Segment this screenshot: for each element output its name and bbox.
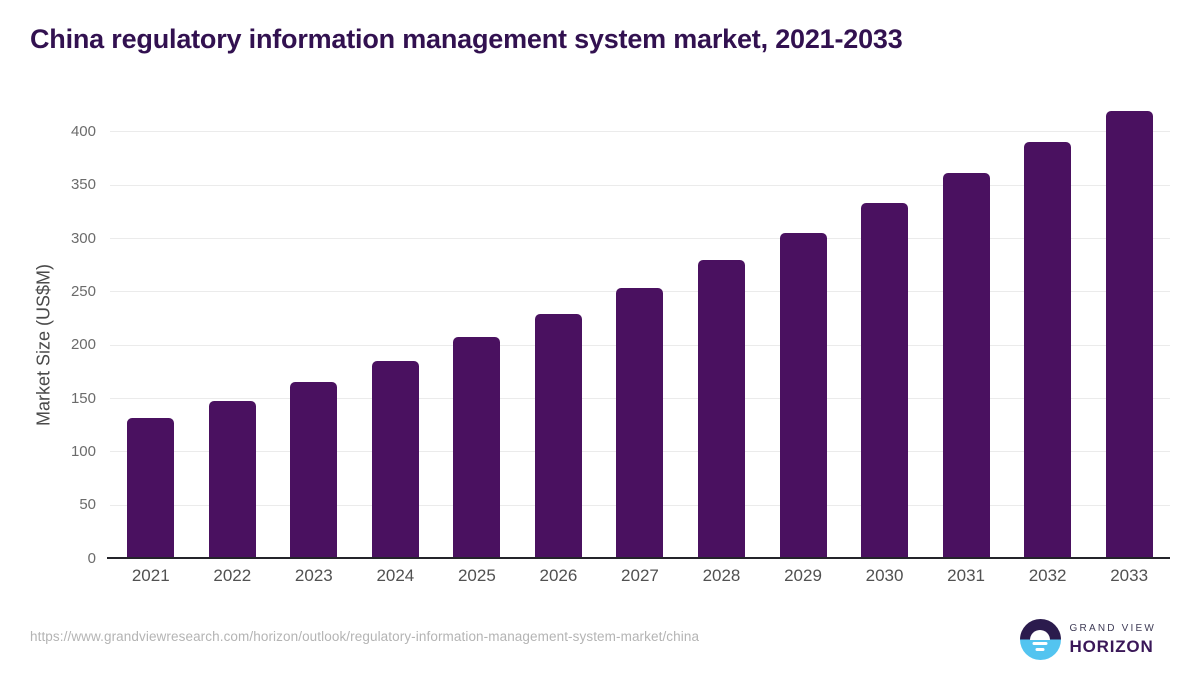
x-tick-label-2032: 2032 — [1028, 566, 1067, 585]
gridline — [110, 238, 1170, 239]
bar-2024 — [371, 360, 419, 558]
bar-2027 — [616, 288, 664, 558]
bar-slot-2030 — [844, 105, 926, 558]
bar-slot-2033 — [1088, 105, 1170, 558]
x-tick-label-2030: 2030 — [865, 566, 904, 585]
bar-slot-2026 — [518, 105, 600, 558]
x-tick-label-2029: 2029 — [784, 566, 822, 585]
bar-slot-2025 — [436, 105, 518, 558]
y-tick-label: 250 — [70, 282, 96, 300]
bar-slot-2022 — [192, 105, 274, 558]
bar-slot-2029 — [762, 105, 844, 558]
x-tick-label-2021: 2021 — [131, 566, 170, 585]
horizon-sun-circle-icon — [1019, 619, 1061, 660]
plot-area — [107, 105, 1170, 559]
logo-line-horizon: HORIZON — [1069, 637, 1154, 656]
bar-2033 — [1105, 111, 1153, 558]
x-tick-label-2028: 2028 — [702, 566, 741, 585]
logo-line-grand-view: GRAND VIEW — [1069, 623, 1156, 634]
x-tick-label-2025: 2025 — [457, 566, 496, 585]
y-tick-label: 200 — [70, 336, 96, 354]
x-tick-label-2023: 2023 — [294, 566, 333, 585]
bar-2022 — [208, 401, 256, 558]
bar-2023 — [290, 382, 338, 558]
gridline — [110, 131, 1170, 133]
bar-slot-2032 — [1007, 105, 1089, 558]
y-tick-label: 350 — [70, 176, 96, 194]
bar-slot-2031 — [925, 105, 1007, 558]
x-tick-label-2022: 2022 — [213, 566, 252, 585]
y-tick-label: 50 — [79, 496, 96, 514]
x-axis-line — [107, 557, 1170, 559]
sun-reflection-line — [1035, 647, 1045, 651]
bar-2021 — [127, 418, 175, 558]
y-tick-label: 400 — [70, 122, 96, 140]
bar-slot-2024 — [355, 105, 437, 558]
brand-logo: GRAND VIEW HORIZON — [1019, 619, 1156, 660]
y-tick-label: 150 — [70, 389, 96, 407]
y-tick-label: 100 — [70, 442, 96, 460]
y-tick-label: 0 — [87, 549, 96, 567]
y-tick-label: 300 — [70, 229, 96, 247]
sun-glyph — [1030, 629, 1051, 640]
bar-2030 — [861, 202, 909, 558]
x-tick-label-2033: 2033 — [1110, 566, 1149, 585]
bar-2026 — [534, 313, 582, 558]
bar-2029 — [779, 232, 827, 558]
x-tick-label-2026: 2026 — [539, 566, 578, 585]
bar-2031 — [942, 172, 990, 558]
bar-2032 — [1024, 142, 1072, 558]
bar-slot-2027 — [599, 105, 681, 558]
bar-series — [110, 105, 1170, 558]
x-tick-label-2024: 2024 — [376, 566, 415, 585]
logo-text: GRAND VIEW HORIZON — [1069, 623, 1156, 656]
gridline — [110, 184, 1170, 186]
bar-2028 — [697, 260, 745, 558]
bar-slot-2023 — [273, 105, 355, 558]
bar-2025 — [453, 337, 501, 558]
bar-slot-2028 — [681, 105, 763, 558]
chart-title: China regulatory information management … — [30, 24, 903, 54]
x-axis-tick-labels: 2021 2022 2023 2024 2025 2026 2027 2028 2029 2030… — [110, 566, 1170, 586]
x-tick-label-2031: 2031 — [947, 566, 985, 585]
x-tick-label-2027: 2027 — [621, 566, 659, 585]
sun-reflection-line — [1032, 642, 1048, 645]
source-url: https://www.grandviewresearch.com/horizo… — [30, 629, 700, 644]
bar-slot-2021 — [110, 105, 192, 558]
